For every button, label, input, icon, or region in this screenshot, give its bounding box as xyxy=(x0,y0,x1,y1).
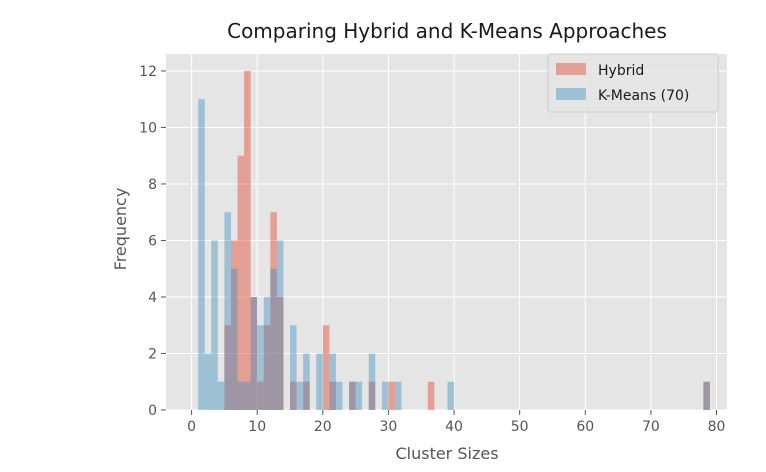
bar-kmeans xyxy=(368,353,376,410)
bar-kmeans xyxy=(349,381,356,410)
bar-kmeans xyxy=(447,381,455,410)
legend-label-hybrid: Hybrid xyxy=(598,63,644,79)
bar-kmeans xyxy=(211,240,218,410)
y-tick-label: 10 xyxy=(139,120,157,136)
bar-kmeans xyxy=(335,381,343,410)
x-tick-label: 80 xyxy=(708,419,726,435)
bar-kmeans xyxy=(257,325,264,410)
x-axis-ticks: 0 10 20 30 40 50 60 70 80 xyxy=(187,410,725,435)
bar-hybrid xyxy=(230,240,238,410)
bar-kmeans xyxy=(263,296,271,410)
legend: Hybrid K-Means (70) xyxy=(547,53,719,113)
x-tick-label: 70 xyxy=(642,419,660,435)
histogram-bars xyxy=(198,70,710,410)
bar-kmeans xyxy=(204,353,212,410)
bar-kmeans xyxy=(316,353,323,410)
legend-swatch-kmeans xyxy=(556,88,586,100)
bar-kmeans xyxy=(329,353,336,410)
bar-kmeans xyxy=(381,381,389,410)
x-tick-label: 40 xyxy=(445,419,463,435)
x-axis-label: Cluster Sizes xyxy=(395,444,498,463)
x-tick-label: 30 xyxy=(380,419,398,435)
bar-hybrid xyxy=(244,70,251,410)
x-tick-label: 0 xyxy=(187,419,196,435)
bar-hybrid xyxy=(290,381,297,410)
bar-kmeans xyxy=(394,381,402,410)
bar-kmeans xyxy=(230,268,238,410)
bar-kmeans xyxy=(237,381,245,410)
bar-hybrid xyxy=(303,381,310,410)
bar-hybrid xyxy=(322,325,330,410)
bar-kmeans xyxy=(303,353,310,410)
bar-hybrid xyxy=(427,381,435,410)
y-tick-label: 2 xyxy=(148,346,157,362)
x-tick-label: 20 xyxy=(314,419,332,435)
bar-hybrid xyxy=(276,296,284,410)
chart-title: Comparing Hybrid and K-Means Approaches xyxy=(227,19,667,43)
y-tick-label: 0 xyxy=(148,403,157,419)
bar-hybrid xyxy=(349,381,356,410)
legend-frame xyxy=(547,53,719,113)
bar-hybrid xyxy=(250,296,258,410)
bar-kmeans xyxy=(296,381,304,410)
bar-hybrid xyxy=(224,325,231,410)
y-tick-label: 8 xyxy=(148,177,157,193)
bar-kmeans xyxy=(703,381,710,410)
bar-kmeans xyxy=(244,381,251,410)
x-tick-label: 50 xyxy=(511,419,529,435)
bar-hybrid xyxy=(237,155,245,410)
bar-kmeans xyxy=(276,240,284,410)
bar-kmeans xyxy=(250,296,258,410)
bar-kmeans xyxy=(224,212,231,410)
bar-hybrid xyxy=(368,381,376,410)
bar-kmeans xyxy=(270,268,277,410)
y-tick-label: 6 xyxy=(148,233,157,249)
bar-hybrid xyxy=(388,381,395,410)
x-tick-label: 60 xyxy=(576,419,594,435)
y-tick-label: 12 xyxy=(139,64,157,80)
bar-hybrid xyxy=(263,325,271,410)
y-tick-label: 4 xyxy=(148,290,157,306)
plot-area xyxy=(166,54,727,410)
legend-swatch-hybrid xyxy=(556,63,586,75)
bar-hybrid xyxy=(703,381,710,410)
y-axis-label: Frequency xyxy=(111,188,130,271)
bar-kmeans xyxy=(355,381,363,410)
x-tick-label: 10 xyxy=(248,419,266,435)
bar-kmeans xyxy=(198,99,205,410)
bar-hybrid xyxy=(270,212,277,410)
bar-kmeans xyxy=(217,381,225,410)
legend-label-kmeans: K-Means (70) xyxy=(598,88,689,104)
y-axis-ticks: 0 2 4 6 8 10 12 xyxy=(139,64,166,419)
bar-hybrid xyxy=(257,381,264,410)
bar-kmeans xyxy=(290,325,297,410)
bar-hybrid xyxy=(329,381,336,410)
